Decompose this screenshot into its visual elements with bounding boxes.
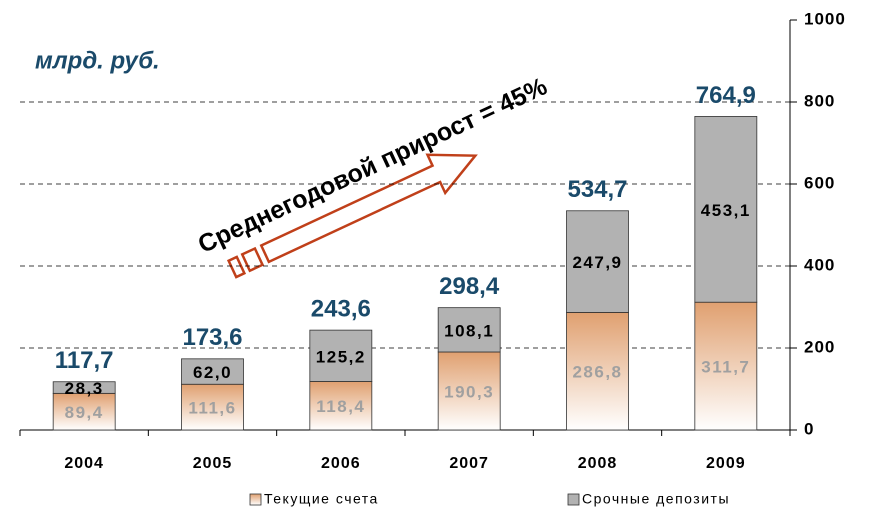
bar-segment (181, 358, 244, 385)
legend-swatch (249, 493, 262, 506)
bar-segment (437, 307, 501, 353)
y-tick-label: 600 (804, 173, 835, 192)
value-label: 286,8 (572, 363, 622, 382)
subtitle: млрд. руб. (35, 47, 160, 74)
bar-segment (52, 392, 116, 431)
value-label: 311,7 (701, 358, 750, 377)
value-label: 118,4 (316, 397, 365, 416)
legend-swatch (567, 493, 580, 506)
x-tick-label: 2008 (578, 455, 618, 472)
value-label: 62,0 (193, 363, 232, 382)
total-label: 243,6 (311, 295, 371, 322)
bar-segment (566, 210, 629, 313)
value-label: 28,3 (65, 379, 104, 398)
total-label: 173,6 (182, 324, 242, 351)
value-label: 108,1 (444, 321, 494, 340)
value-label: 125,2 (316, 347, 366, 366)
bar-segment (309, 381, 373, 431)
value-label: 111,6 (188, 399, 236, 418)
y-tick-label: 800 (804, 91, 835, 110)
value-label: 190,3 (444, 382, 494, 401)
value-label: 247,9 (572, 253, 622, 272)
y-tick-label: 0 (804, 419, 814, 438)
bar-segment (566, 312, 629, 431)
legend-label: Текущие счета (264, 491, 379, 507)
bar-segment (437, 351, 501, 431)
x-tick-label: 2009 (706, 455, 746, 472)
legend-label: Срочные депозиты (582, 491, 730, 507)
total-label: 298,4 (439, 273, 500, 300)
y-tick-label: 200 (804, 337, 835, 356)
total-label: 764,9 (696, 82, 756, 109)
bar-segment (52, 381, 116, 394)
y-tick-label: 400 (804, 255, 835, 274)
x-tick-label: 2005 (193, 455, 233, 472)
bar-segment (309, 329, 373, 382)
x-tick-label: 2006 (321, 455, 361, 472)
annotation: Среднегодовой прирост = 45% (194, 72, 552, 259)
value-label: 453,1 (701, 201, 751, 220)
x-tick-label: 2004 (64, 455, 104, 472)
bar-segment (694, 301, 758, 431)
x-tick-label: 2007 (449, 455, 489, 472)
total-label: 117,7 (55, 347, 114, 374)
value-label: 89,4 (65, 403, 104, 422)
bar-segment (694, 116, 758, 303)
total-label: 534,7 (567, 176, 627, 203)
y-tick-label: 1000 (804, 9, 846, 28)
